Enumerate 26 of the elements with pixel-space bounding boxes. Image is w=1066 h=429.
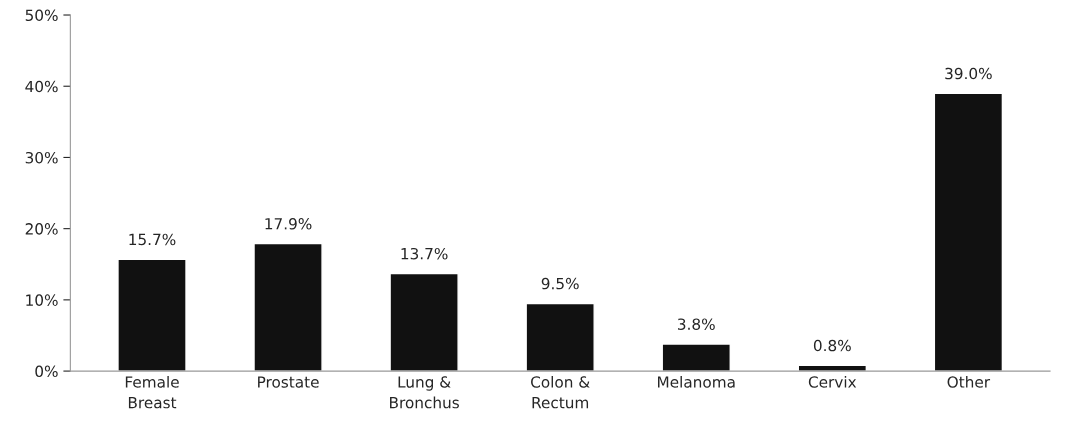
data-label: 3.8% bbox=[678, 318, 715, 330]
y-tick-label: 30% bbox=[25, 151, 58, 164]
data-label: 9.5% bbox=[541, 277, 579, 290]
x-tick-label: Lung & Bronchus bbox=[390, 376, 459, 409]
data-label: 15.7% bbox=[129, 233, 176, 246]
y-tick-label: 40% bbox=[25, 80, 58, 93]
x-tick-label: Other bbox=[947, 375, 991, 388]
bar bbox=[933, 92, 1004, 372]
bar bbox=[389, 272, 459, 372]
bar bbox=[525, 302, 595, 372]
x-tick-label: Female Breast bbox=[125, 375, 179, 409]
bar bbox=[253, 242, 323, 372]
bar bbox=[661, 343, 731, 372]
y-tick-label: 10% bbox=[26, 294, 58, 306]
x-tick-label: Prostate bbox=[258, 376, 319, 388]
data-label: 17.9% bbox=[265, 217, 312, 230]
y-tick-label: 50% bbox=[25, 9, 58, 22]
y-tick-label: 20% bbox=[25, 223, 58, 235]
data-label: 0.8% bbox=[813, 339, 851, 352]
x-tick-label: Melanoma bbox=[658, 375, 735, 388]
x-tick-label: Cervix bbox=[808, 375, 857, 388]
bar bbox=[117, 258, 187, 372]
data-label: 39.0% bbox=[945, 67, 992, 80]
x-tick-label: Colon & Rectum bbox=[531, 375, 590, 409]
y-tick-label: 0% bbox=[35, 365, 58, 378]
data-label: 13.7% bbox=[401, 247, 448, 260]
